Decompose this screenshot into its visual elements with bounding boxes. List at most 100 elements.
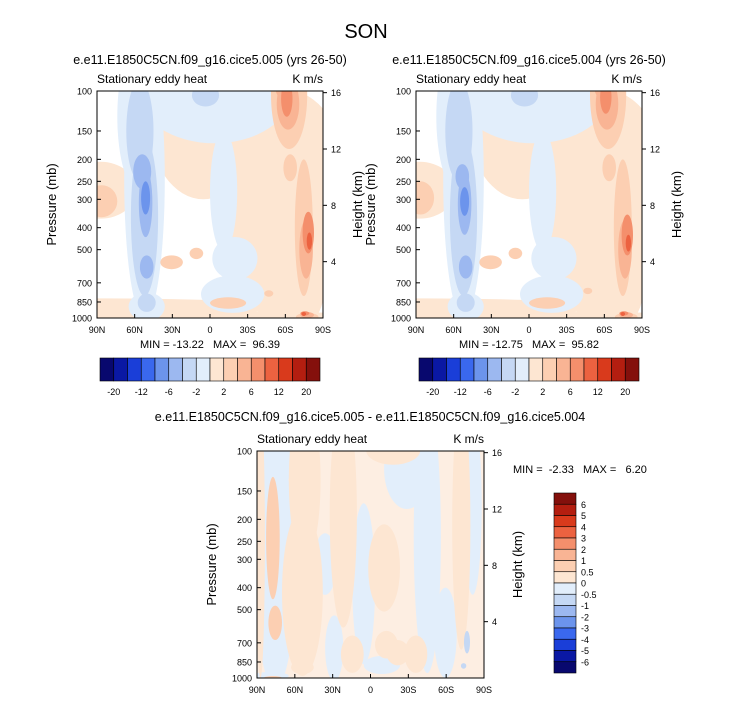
x-tick-label: 60N	[126, 325, 143, 335]
y-tick-label: 100	[237, 447, 252, 457]
colorbar-box	[305, 357, 321, 382]
panel-diff: e.e11.E1850C5CN.f09_g16.cice5.005 - e.e1…	[155, 410, 647, 695]
contour-region-neg1	[137, 91, 292, 144]
contour-region-pos2	[416, 181, 435, 215]
colorbar-box	[556, 357, 571, 382]
colorbar-box	[432, 357, 447, 382]
panel-004-ylabel: Pressure (mb)	[363, 163, 378, 245]
colorbar-box	[195, 357, 211, 382]
contour-region-pos4	[600, 91, 612, 114]
colorbar-label: -5	[581, 646, 589, 656]
colorbar-box	[528, 357, 544, 382]
y-tick-label: 400	[237, 583, 252, 593]
colorbar-box	[597, 357, 612, 382]
x-tick-label: 90S	[315, 325, 331, 335]
x-tick-label: 90S	[634, 325, 650, 335]
contour-region-pos2	[264, 290, 274, 297]
panel-diff-ylabel: Pressure (mb)	[204, 523, 219, 605]
panel-004-axes: 100 150 200 250 300 400 500 700 850 1000 16 12 8 4 90N…	[391, 87, 660, 336]
contour-region-pos2	[189, 247, 204, 260]
x-tick-label: 0	[207, 325, 212, 335]
contour-region-neg2	[191, 91, 220, 107]
y-tick-label: 850	[237, 657, 252, 667]
colorbar-label: -2	[192, 387, 200, 397]
colorbar-label: 12	[593, 387, 603, 397]
contour-region-neg1	[282, 509, 323, 676]
panel-005-axes: 100 150 200 250 300 400 500 700 850 1000 16 12 8 4 90N…	[72, 87, 341, 336]
colorbar-box	[487, 357, 502, 382]
colorbar-box	[553, 526, 577, 539]
colorbar-box	[264, 357, 280, 382]
contour-region-pos5	[306, 232, 313, 250]
colorbar-label: 0	[581, 579, 586, 589]
colorbar-label: 3	[581, 534, 586, 544]
contour-region-pos2	[602, 154, 616, 182]
y-right-tick-label: 8	[331, 201, 336, 211]
y-tick-label: 250	[77, 177, 92, 187]
panel-diff-ylabel-right: Height (km)	[510, 531, 525, 598]
y-tick-label: 150	[77, 126, 92, 136]
contour-region-pos2	[479, 255, 502, 270]
colorbar-box	[250, 357, 266, 382]
x-tick-label: 60S	[438, 685, 454, 695]
y-right-tick-label: 8	[492, 561, 497, 571]
colorbar-box	[553, 616, 577, 629]
y-tick-label: 400	[396, 223, 411, 233]
y-tick-label: 100	[396, 87, 411, 97]
y-tick-label: 700	[77, 278, 92, 288]
colorbar-box	[292, 357, 307, 382]
y-tick-label: 250	[237, 537, 252, 547]
x-tick-label: 90S	[476, 685, 492, 695]
x-tick-label: 60N	[445, 325, 462, 335]
y-tick-label: 150	[237, 486, 252, 496]
panel-004-subtitle-right: K m/s	[611, 72, 642, 86]
contour-region-neg2	[137, 293, 156, 312]
y-tick-label: 1000	[391, 314, 411, 324]
colorbar-box	[553, 638, 577, 651]
colorbar-box	[182, 357, 197, 382]
contour-region-neg3	[458, 255, 473, 279]
panel-005-colorbar: -20 -12 -6 -2 2 6 12 20	[99, 357, 321, 397]
contour-region-pos2	[283, 154, 298, 182]
colorbar-box	[168, 357, 183, 382]
contour-region-neg1	[456, 91, 611, 144]
y-tick-label: 500	[396, 245, 411, 255]
contour-region-neg1	[291, 660, 314, 675]
colorbar-label: -6	[581, 657, 589, 667]
x-tick-label: 30N	[483, 325, 500, 335]
colorbar-label: -20	[107, 387, 120, 397]
colorbar-box	[553, 582, 577, 595]
colorbar-box	[418, 357, 434, 382]
colorbar-box	[569, 357, 585, 382]
y-right-tick-label: 12	[492, 504, 502, 514]
contour-region-neg1	[366, 451, 421, 465]
contour-region-pos1	[413, 451, 441, 673]
panel-004-contours	[416, 91, 642, 318]
y-right-tick-label: 12	[650, 144, 660, 154]
colorbar-box	[553, 571, 577, 584]
colorbar-box	[624, 357, 640, 382]
contour-region-neg1	[340, 635, 364, 673]
panel-diff-title: e.e11.E1850C5CN.f09_g16.cice5.005 - e.e1…	[155, 410, 585, 424]
colorbar-label: 2	[540, 387, 545, 397]
contour-region-neg1	[257, 451, 265, 678]
x-tick-label: 90N	[249, 685, 266, 695]
colorbar-box	[553, 560, 577, 573]
panel-004-ylabel-right: Height (km)	[669, 171, 684, 238]
contour-region-pos1	[434, 587, 457, 678]
y-right-tick-label: 8	[650, 201, 655, 211]
y-right-tick-label: 16	[492, 448, 502, 458]
panel-004-subtitle-left: Stationary eddy heat	[416, 72, 527, 86]
y-right-tick-label: 12	[331, 144, 341, 154]
x-tick-label: 30S	[559, 325, 575, 335]
y-tick-label: 850	[77, 297, 92, 307]
panel-005-ylabel-right: Height (km)	[350, 171, 365, 238]
colorbar-box	[553, 515, 577, 528]
panel-diff-minmax: MIN = -2.33 MAX = 6.20	[513, 464, 647, 476]
y-tick-label: 850	[396, 297, 411, 307]
x-tick-label: 90N	[408, 325, 425, 335]
panel-005: e.e11.E1850C5CN.f09_g16.cice5.005 (yrs 2…	[44, 53, 365, 397]
colorbar-label: -2	[511, 387, 519, 397]
colorbar-box	[542, 357, 557, 382]
